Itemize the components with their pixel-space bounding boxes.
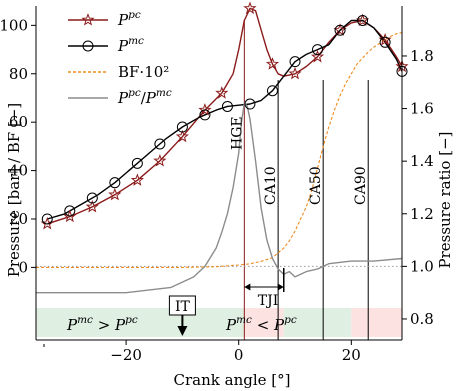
legend-marker-1 bbox=[82, 40, 94, 52]
band-1 bbox=[244, 308, 284, 337]
y-right-tick-label-2: 1.2 bbox=[410, 205, 434, 223]
y-left-tick-label-1: 20 bbox=[9, 210, 28, 228]
label-ca90: CA90 bbox=[353, 166, 369, 205]
legend-label-3: Ppc/Pmc bbox=[117, 87, 172, 107]
marker-pc-8 bbox=[215, 86, 229, 99]
marker-mc-0 bbox=[41, 213, 53, 225]
series-layer bbox=[36, 7, 403, 294]
series-line-3 bbox=[36, 102, 403, 294]
y-left-tick-label-0: 0 bbox=[18, 258, 28, 276]
y-axis-title-right: Pressure ratio [−] bbox=[436, 131, 454, 268]
x-tick-label-1: 0 bbox=[234, 346, 244, 364]
axes-layer: −20 0 20 0 20 40 60 80 100 0.8 1.0 1.2 1.4 1.6 1.8 bbox=[0, 6, 434, 364]
annotation-layer: HGE CA10 CA50 CA90 TJI IT Pmc > Ppc Pmc < Ppc bbox=[66, 116, 369, 336]
marker-pc-3 bbox=[108, 187, 122, 201]
y-right-tick-label-4: 1.6 bbox=[410, 100, 434, 118]
label-ca10: CA10 bbox=[263, 166, 279, 205]
marker-pc-9 bbox=[243, 1, 257, 15]
marker-pc-1 bbox=[63, 209, 77, 223]
tji-arrow-right bbox=[277, 283, 284, 291]
it-label: IT bbox=[175, 299, 191, 315]
y-left-tick-label-2: 40 bbox=[9, 162, 28, 180]
x-tick-label-2: 20 bbox=[342, 346, 361, 364]
marker-mc-3 bbox=[109, 177, 121, 189]
marker-mc-2 bbox=[86, 192, 98, 204]
y-right-tick-label-1: 1.0 bbox=[410, 257, 434, 275]
marker-mc-14 bbox=[357, 15, 369, 27]
x-axis-title: Crank angle [°] bbox=[174, 371, 291, 389]
marker-mc-10 bbox=[266, 85, 278, 97]
marker-pc-6 bbox=[175, 129, 189, 143]
marker-mc-15 bbox=[379, 36, 391, 48]
label-ca50: CA50 bbox=[308, 166, 324, 205]
tji-label: TJI bbox=[258, 293, 278, 309]
region-label-mc-greater: Pmc > Ppc bbox=[66, 314, 138, 334]
x-tick-label-0: −20 bbox=[110, 346, 142, 364]
y-left-tick-label-5: 100 bbox=[0, 16, 28, 34]
y-left-tick-label-3: 60 bbox=[9, 113, 28, 131]
legend-label-1: Pmc bbox=[117, 35, 144, 55]
series-line-0 bbox=[47, 7, 403, 225]
markers-layer bbox=[40, 1, 409, 230]
band-0 bbox=[36, 308, 245, 337]
marker-pc-14 bbox=[356, 13, 370, 27]
marker-pc-15 bbox=[378, 33, 392, 46]
marker-pc-4 bbox=[130, 173, 144, 186]
marker-pc-13 bbox=[333, 23, 347, 36]
series-line-2 bbox=[36, 32, 403, 268]
marker-mc-8 bbox=[221, 100, 233, 112]
legend-label-2: BF·10² bbox=[118, 63, 169, 81]
marker-pc-7 bbox=[198, 103, 212, 116]
marker-pc-2 bbox=[85, 200, 99, 213]
series-line-1 bbox=[47, 19, 403, 220]
tji-arrow-left bbox=[244, 283, 251, 291]
marker-mc-1 bbox=[64, 205, 76, 217]
label-hge: HGE bbox=[229, 116, 245, 150]
marker-mc-11 bbox=[289, 56, 301, 68]
y-right-tick-label-5: 1.8 bbox=[410, 47, 434, 65]
marker-pc-5 bbox=[153, 153, 167, 167]
y-right-tick-label-0: 0.8 bbox=[410, 310, 434, 328]
marker-pc-10 bbox=[265, 57, 280, 70]
it-arrow-head bbox=[177, 326, 188, 336]
legend-label-0: Ppc bbox=[117, 9, 141, 29]
bands-layer bbox=[36, 308, 402, 337]
legend: Ppc Pmc BF·10² Ppc/Pmc bbox=[68, 9, 172, 107]
y-left-tick-label-4: 80 bbox=[9, 65, 28, 83]
y-right-tick-label-3: 1.4 bbox=[410, 152, 434, 170]
marker-mc-9 bbox=[244, 98, 256, 110]
marker-mc-6 bbox=[176, 121, 188, 133]
band-4 bbox=[351, 308, 402, 337]
marker-mc-7 bbox=[199, 109, 211, 121]
band-2 bbox=[283, 308, 296, 337]
marker-mc-12 bbox=[312, 44, 324, 56]
marker-pc-11 bbox=[288, 66, 302, 80]
marker-pc-12 bbox=[310, 49, 325, 63]
marker-mc-4 bbox=[131, 157, 143, 169]
marker-mc-5 bbox=[154, 138, 166, 150]
region-label-mc-less: Pmc < Ppc bbox=[225, 314, 297, 334]
marker-mc-13 bbox=[334, 24, 346, 36]
y-axis-title-left: Pressure [bar] / BF [−] bbox=[5, 103, 23, 278]
legend-marker-0 bbox=[81, 13, 95, 26]
